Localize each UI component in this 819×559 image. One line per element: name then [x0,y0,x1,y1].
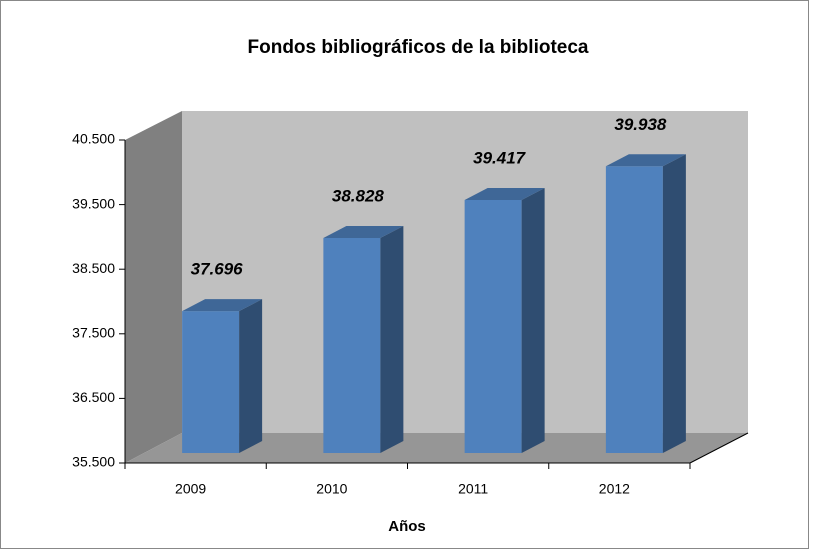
x-tick-label: 2010 [316,481,347,497]
bar-front [323,238,381,453]
x-tick-label: 2011 [458,481,488,497]
bar-side [380,226,404,453]
value-label: 38.828 [332,186,385,205]
x-tick-label: 2009 [175,481,206,497]
bar-top [605,154,686,167]
bar-side [239,299,263,453]
x-axis-label: Años [388,518,426,535]
bar [182,299,263,453]
y-tick-label: 37.500 [72,325,115,341]
bar [464,187,545,454]
bar-side [662,154,686,453]
bar-side [521,187,545,454]
bar-front [182,311,240,453]
x-tick-label: 2012 [599,481,630,497]
bar-top [323,226,404,239]
bar [323,226,404,453]
value-label: 39.417 [473,148,527,167]
bar-top [464,187,545,200]
side-wall [125,111,182,463]
bar-top [182,299,263,312]
floor-edge [689,432,749,464]
y-tick-label: 38.500 [72,260,115,276]
floor [125,433,748,463]
bar-front [605,166,663,453]
bar [605,154,686,453]
value-label: 39.938 [614,115,667,134]
y-tick-label: 35.500 [72,454,115,470]
value-label: 37.696 [191,260,244,279]
y-tick-label: 36.500 [72,389,115,405]
y-tick-label: 40.500 [72,131,115,147]
chart-title: Fondos bibliográficos de la biblioteca [248,37,589,58]
bar-front [464,199,522,453]
y-tick-label: 39.500 [72,195,115,211]
